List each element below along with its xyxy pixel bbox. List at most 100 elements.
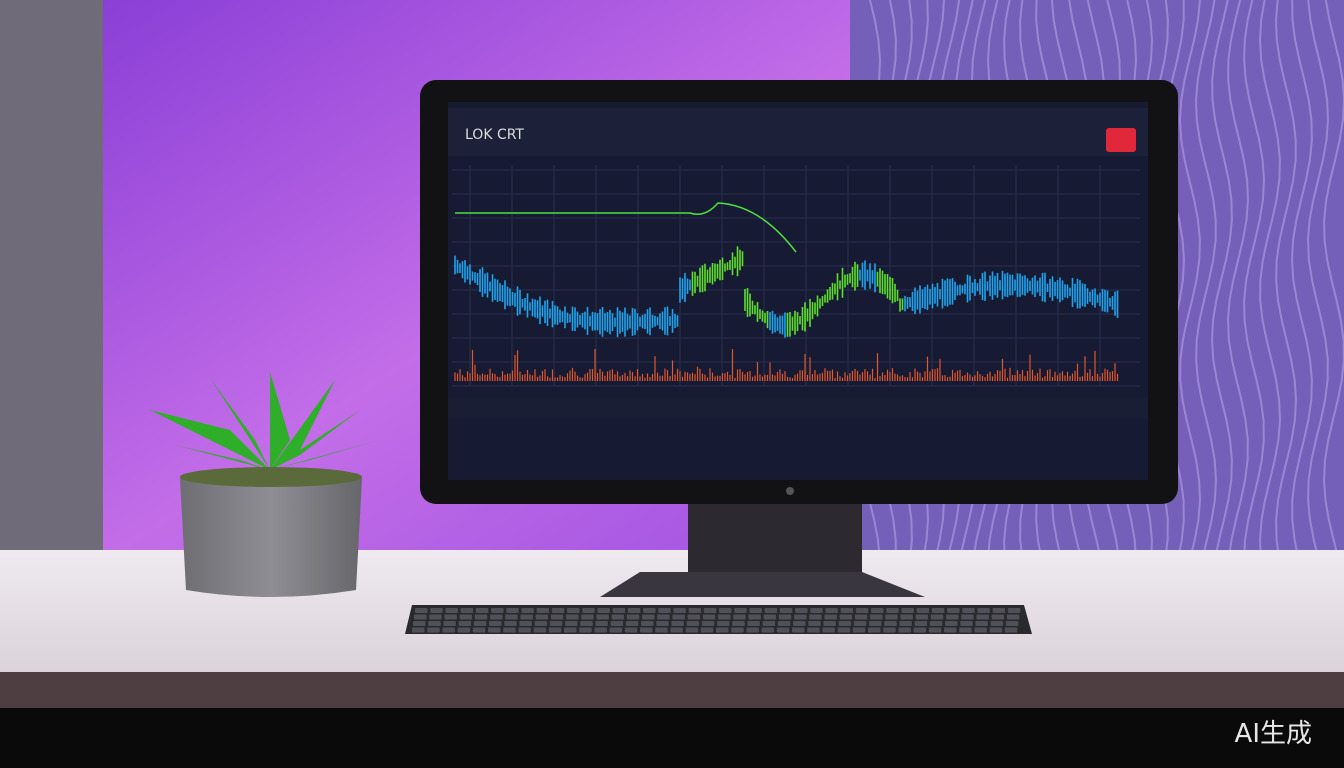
- key: [533, 627, 547, 633]
- key: [624, 627, 638, 633]
- key: [673, 608, 686, 613]
- screen-grid: [452, 165, 1140, 387]
- key: [855, 608, 869, 613]
- wave: [1258, 0, 1282, 561]
- key: [701, 621, 715, 626]
- key: [670, 627, 683, 633]
- key: [458, 621, 472, 626]
- key: [762, 621, 776, 626]
- key: [825, 608, 838, 613]
- key: [840, 608, 854, 613]
- key: [1004, 627, 1018, 633]
- key: [579, 627, 592, 633]
- key: [914, 621, 928, 626]
- key: [703, 608, 717, 613]
- key: [443, 621, 456, 626]
- key: [761, 627, 775, 633]
- key: [504, 621, 517, 626]
- key: [853, 621, 867, 626]
- key: [626, 614, 640, 620]
- key: [506, 608, 519, 613]
- key: [823, 621, 836, 626]
- key: [871, 608, 884, 613]
- key: [990, 621, 1004, 626]
- key: [778, 614, 792, 620]
- key: [473, 621, 487, 626]
- key: [534, 621, 548, 626]
- key: [535, 614, 549, 620]
- monitor-base: [600, 572, 925, 597]
- key: [824, 614, 837, 620]
- key: [929, 621, 943, 626]
- key: [457, 627, 471, 633]
- key: [734, 608, 747, 613]
- key: [852, 627, 866, 633]
- key: [413, 621, 426, 626]
- key: [503, 627, 516, 633]
- key: [414, 614, 427, 620]
- key: [490, 614, 503, 620]
- plant: [150, 372, 380, 597]
- key: [430, 608, 443, 613]
- key: [717, 621, 730, 626]
- key: [822, 627, 835, 633]
- key: [474, 614, 488, 620]
- wave: [1178, 0, 1202, 561]
- wave: [1226, 0, 1250, 561]
- key: [916, 608, 930, 613]
- key: [640, 627, 653, 633]
- key: [868, 627, 881, 633]
- key: [428, 621, 441, 626]
- wave: [1243, 0, 1266, 561]
- wave: [1274, 0, 1298, 561]
- key: [582, 608, 595, 613]
- key: [886, 608, 899, 613]
- key: [946, 614, 959, 620]
- key: [597, 608, 610, 613]
- key: [564, 627, 577, 633]
- key: [899, 621, 912, 626]
- key: [596, 614, 609, 620]
- key: [610, 621, 624, 626]
- key: [731, 627, 744, 633]
- key: [931, 608, 945, 613]
- key: [1007, 608, 1021, 613]
- key: [945, 621, 958, 626]
- key: [672, 614, 685, 620]
- key: [472, 627, 486, 633]
- key: [627, 608, 641, 613]
- key: [687, 614, 701, 620]
- key: [794, 614, 807, 620]
- screen-title: LOK CRT: [465, 127, 524, 143]
- key: [688, 608, 702, 613]
- key: [792, 627, 805, 633]
- key: [807, 627, 820, 633]
- key: [779, 608, 793, 613]
- key: [793, 621, 806, 626]
- key: [521, 608, 534, 613]
- key: [885, 614, 898, 620]
- key: [475, 608, 489, 613]
- soil: [180, 467, 362, 487]
- logo: [786, 487, 794, 495]
- side-wall: [0, 0, 110, 560]
- key: [491, 608, 504, 613]
- key: [809, 614, 822, 620]
- key: [900, 614, 913, 620]
- key: [930, 614, 944, 620]
- key: [989, 627, 1003, 633]
- key: [655, 627, 668, 633]
- key: [548, 627, 562, 633]
- key: [460, 608, 474, 613]
- key: [716, 627, 729, 633]
- key: [656, 621, 669, 626]
- key: [1006, 614, 1020, 620]
- key: [915, 614, 929, 620]
- key: [748, 614, 761, 620]
- key: [962, 608, 975, 613]
- key: [442, 627, 455, 633]
- key: [612, 608, 626, 613]
- key: [854, 614, 868, 620]
- key: [991, 614, 1005, 620]
